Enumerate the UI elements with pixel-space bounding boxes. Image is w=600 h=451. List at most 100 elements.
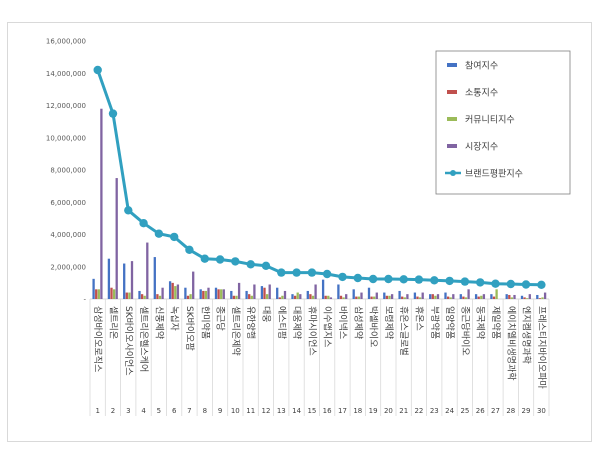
bar: [128, 292, 131, 299]
bar: [444, 292, 447, 299]
bar: [299, 294, 302, 299]
bar: [245, 290, 248, 299]
bar: [107, 258, 111, 299]
rank-label: 20: [384, 407, 393, 415]
bar: [125, 292, 128, 299]
bar: [482, 294, 486, 299]
bar: [168, 281, 172, 299]
bar: [528, 294, 531, 299]
bar: [337, 284, 340, 299]
category-label: 보령제약: [383, 306, 395, 339]
rank-label: 25: [460, 407, 469, 415]
rank-label: 26: [476, 407, 485, 415]
bar: [452, 294, 455, 299]
bar: [434, 295, 437, 299]
legend-label: 커뮤니티지수: [465, 115, 515, 126]
legend-line-marker: [450, 170, 456, 176]
rank-label: 29: [522, 407, 531, 415]
y-axis: - 2,000,000 4,000,000 6,000,000 8,000,000 10,…: [46, 38, 87, 304]
rank-label: 3: [126, 407, 130, 415]
line-point: [200, 254, 209, 263]
rank-label: 9: [218, 407, 222, 415]
category-label: 종근당바이오: [459, 306, 470, 356]
category-label: 삼성제약: [352, 306, 364, 339]
y-tick-label: 8,000,000: [50, 167, 86, 175]
bar: [235, 295, 238, 299]
rank-label: 1: [95, 407, 99, 415]
bar: [217, 289, 220, 299]
bar: [161, 287, 164, 299]
bar: [214, 287, 218, 299]
legend-swatch: [447, 144, 457, 148]
bar: [436, 294, 440, 299]
bar: [296, 292, 299, 299]
bar: [536, 294, 539, 299]
legend-swatch: [447, 90, 457, 94]
bar: [171, 282, 174, 300]
bar: [339, 295, 343, 299]
bar: [156, 294, 159, 299]
line-point: [292, 268, 301, 277]
bar: [250, 295, 253, 299]
bar: [367, 287, 371, 299]
line-point: [353, 273, 362, 283]
line-point: [307, 268, 317, 277]
bar: [248, 294, 251, 299]
bar: [505, 294, 508, 299]
line-point: [476, 278, 485, 287]
category-label: SK바이오사이언스: [123, 306, 135, 376]
bar: [449, 297, 452, 299]
bar: [329, 297, 333, 299]
line-point: [139, 219, 148, 228]
rank-label: 10: [231, 407, 240, 415]
legend-label: 참여지수: [465, 60, 498, 72]
bar: [508, 294, 511, 299]
bar: [174, 286, 177, 299]
category-label: 대웅: [261, 306, 272, 323]
bar: [146, 242, 149, 299]
bar: [237, 282, 241, 300]
bar: [115, 178, 118, 299]
bar: [526, 298, 529, 299]
rank-label: 15: [307, 407, 316, 415]
y-tick-label: 4,000,000: [50, 231, 86, 239]
x-axis-index-labels: 1 2 3 4 5 6 7 8 9 10 11 12 13 14 15 16 17 18 19 20 21 22 23 24 2…: [89, 299, 550, 416]
rank-label: 19: [369, 407, 378, 415]
line-point: [231, 257, 240, 266]
rank-label: 24: [445, 407, 454, 415]
bar: [467, 289, 470, 299]
rank-label: 5: [157, 407, 161, 415]
bar: [490, 294, 493, 299]
category-label: 삼성바이오로직스: [92, 306, 103, 372]
category-label: 엔지켐생명과학: [521, 306, 533, 364]
bar: [112, 289, 116, 299]
line-point: [537, 280, 546, 289]
chart-frame: - 2,000,000 4,000,000 6,000,000 8,000,000 10,…: [7, 22, 592, 442]
bar: [401, 296, 404, 299]
bar: [406, 294, 409, 299]
line-point: [521, 280, 531, 289]
line-point: [338, 272, 347, 282]
bar: [222, 289, 225, 299]
category-label: 셀트리온: [108, 306, 119, 339]
line-point: [506, 279, 515, 289]
bar: [403, 297, 406, 299]
rank-label: 23: [430, 407, 439, 415]
bar: [220, 289, 223, 299]
category-label: 휴마시이언스: [306, 306, 318, 356]
category-label: 셀트리온헬스케어: [138, 306, 149, 372]
rank-label: 28: [506, 407, 515, 415]
rank-label: 17: [338, 407, 347, 415]
bar: [202, 290, 205, 299]
rank-label: 14: [292, 407, 301, 415]
bar: [541, 297, 544, 299]
bar: [383, 292, 386, 299]
rank-label: 22: [414, 407, 423, 415]
y-tick-label: 10,000,000: [46, 134, 86, 142]
rank-label: 21: [399, 407, 408, 415]
line-point: [277, 268, 286, 277]
legend-label: 시장지수: [465, 142, 498, 153]
line-point: [93, 65, 102, 75]
bar: [538, 298, 542, 299]
bar: [186, 295, 190, 299]
